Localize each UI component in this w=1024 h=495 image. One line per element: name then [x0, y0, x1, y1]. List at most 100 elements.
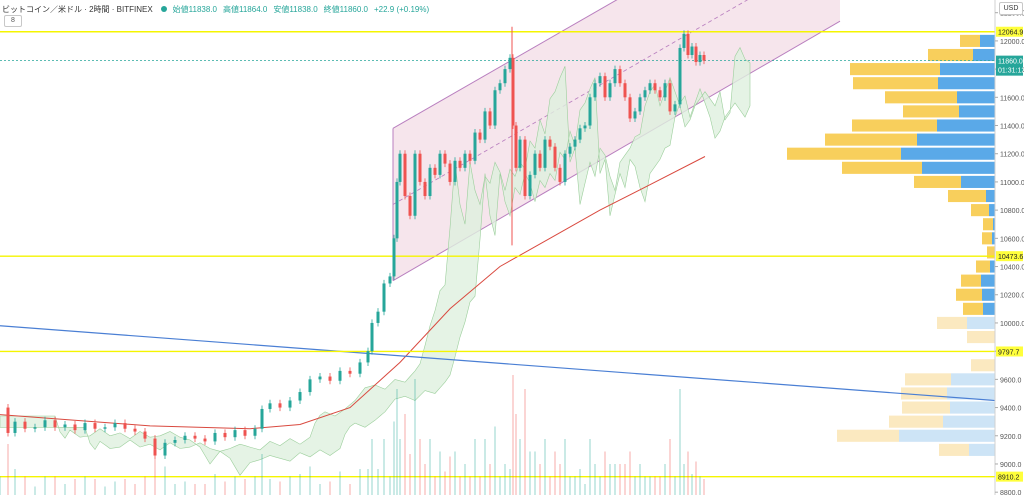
- volume-profile-up-bar: [837, 429, 899, 442]
- volume-bar: [683, 464, 685, 495]
- candle-body: [533, 153, 537, 175]
- candle-body: [203, 438, 207, 442]
- candle-body: [43, 420, 47, 428]
- candle-body: [493, 90, 497, 126]
- y-axis-tick-label: 11400.0: [1000, 124, 1024, 131]
- volume-profile-up-bar: [939, 443, 969, 456]
- candle-body: [13, 421, 17, 433]
- candle-body: [133, 428, 137, 432]
- volume-bar: [654, 476, 656, 495]
- volume-bar: [529, 451, 531, 495]
- market-open-icon: [160, 6, 167, 12]
- y-axis-tick-label: 8800.0: [1000, 490, 1022, 495]
- candle-body: [103, 427, 107, 429]
- volume-bar: [474, 439, 476, 495]
- candle-body: [243, 430, 247, 436]
- volume-profile-down-bar: [917, 133, 995, 146]
- y-axis-tick-label: 9600.0: [1000, 377, 1022, 384]
- indicator-toggle-button[interactable]: 8: [4, 15, 22, 27]
- volume-bar: [204, 484, 206, 495]
- bar-countdown-label: 01:31:12: [998, 68, 1024, 75]
- volume-profile-up-bar: [889, 415, 943, 428]
- volume-bar: [509, 469, 511, 495]
- currency-button[interactable]: USD: [999, 2, 1023, 15]
- volume-bar: [124, 479, 126, 495]
- candle-body: [223, 432, 227, 438]
- volume-profile-down-bar: [982, 288, 995, 301]
- volume-bar: [504, 464, 506, 495]
- volume-bar: [609, 464, 611, 495]
- candle-body: [573, 139, 577, 147]
- volume-profile-down-bar: [973, 48, 995, 62]
- volume-bar: [114, 481, 116, 495]
- volume-bar: [371, 439, 373, 495]
- volume-bar: [539, 464, 541, 495]
- volume-bar: [695, 461, 697, 495]
- candle-body: [448, 163, 452, 182]
- volume-bar: [14, 469, 16, 495]
- volume-bar: [644, 476, 646, 495]
- current-price-tag: [996, 55, 1023, 76]
- volume-bar: [479, 476, 481, 495]
- volume-bar: [619, 464, 621, 495]
- moving-average-line: [0, 156, 706, 430]
- candle-body: [260, 408, 264, 429]
- level-price-tag: [996, 251, 1023, 262]
- volume-profile-up-bar: [787, 147, 901, 160]
- candle-body: [478, 132, 482, 140]
- volume-profile-down-bar: [967, 316, 995, 329]
- candle-body: [528, 174, 532, 197]
- volume-profile-down-bar: [992, 232, 995, 245]
- candle-body: [553, 146, 557, 168]
- volume-bar: [367, 469, 369, 495]
- volume-profile-down-bar: [899, 429, 995, 442]
- candle-body: [392, 238, 396, 277]
- volume-bar: [84, 476, 86, 495]
- candle-body: [278, 403, 282, 408]
- candle-body: [702, 55, 706, 61]
- candle-body: [608, 83, 612, 98]
- volume-profile-up-bar: [902, 401, 950, 414]
- y-axis-tick-label: 10800.0: [1000, 208, 1024, 215]
- candle-body: [583, 125, 587, 129]
- volume-bar: [649, 476, 651, 495]
- candle-body: [633, 111, 637, 119]
- candle-body: [578, 128, 582, 140]
- volume-profile-up-bar: [983, 218, 993, 231]
- candle-body: [153, 438, 157, 456]
- volume-bar: [7, 444, 9, 495]
- candle-body: [53, 420, 57, 428]
- volume-profile-up-bar: [971, 359, 995, 372]
- volume-bar: [674, 476, 676, 495]
- candle-body: [318, 376, 322, 380]
- candle-body: [563, 153, 567, 182]
- volume-profile-up-bar: [914, 175, 961, 188]
- candle-body: [328, 376, 332, 381]
- volume-profile-down-bar: [969, 443, 995, 456]
- volume-profile-up-bar: [903, 105, 959, 118]
- volume-bar: [299, 474, 301, 495]
- volume-bar: [339, 471, 341, 495]
- candle-body: [213, 432, 217, 442]
- candle-body: [663, 83, 667, 98]
- volume-profile-down-bar: [961, 175, 995, 188]
- candle-body: [698, 55, 702, 63]
- volume-profile-up-bar: [853, 77, 938, 90]
- volume-profile-down-bar: [901, 147, 995, 160]
- volume-profile-up-bar: [885, 91, 957, 104]
- volume-profile-down-bar: [990, 260, 995, 273]
- candle-body: [673, 104, 677, 112]
- volume-bar: [234, 476, 236, 495]
- candle-body: [382, 283, 386, 312]
- volume-profile-up-bar: [948, 189, 986, 203]
- volume-bar: [434, 476, 436, 495]
- volume-bar: [319, 484, 321, 495]
- volume-bar: [604, 451, 606, 495]
- volume-profile-down-bar: [940, 63, 995, 76]
- volume-bars: [0, 375, 705, 495]
- volume-bar: [614, 464, 616, 495]
- volume-bar: [664, 464, 666, 495]
- candle-body: [376, 311, 380, 323]
- candle-body: [648, 83, 652, 91]
